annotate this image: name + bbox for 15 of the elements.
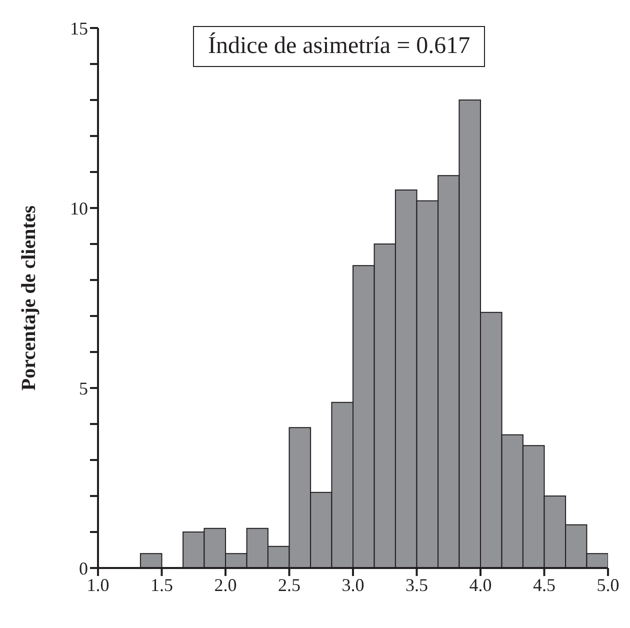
- y-tick-label: 15: [70, 18, 88, 38]
- x-tick-label: 3.0: [342, 574, 364, 595]
- annotation: Índice de asimetría = 0.617: [193, 26, 486, 67]
- x-tick-label: 4.5: [533, 574, 556, 595]
- x-tick-label: 1.0: [86, 574, 110, 595]
- x-tick-label: 1.5: [150, 574, 173, 595]
- y-tick-label: 5: [79, 378, 88, 398]
- y-tick-label: 0: [79, 558, 88, 578]
- x-tick-label: 2.0: [214, 574, 237, 595]
- x-tick-label: 4.0: [469, 574, 492, 595]
- y-tick-label: 10: [70, 198, 88, 218]
- x-tick-label: 5.0: [596, 574, 620, 595]
- y-axis-title: Porcentaje de clientes: [18, 205, 40, 391]
- x-tick-label: 3.5: [406, 574, 428, 595]
- x-tick-label: 2.5: [278, 574, 300, 595]
